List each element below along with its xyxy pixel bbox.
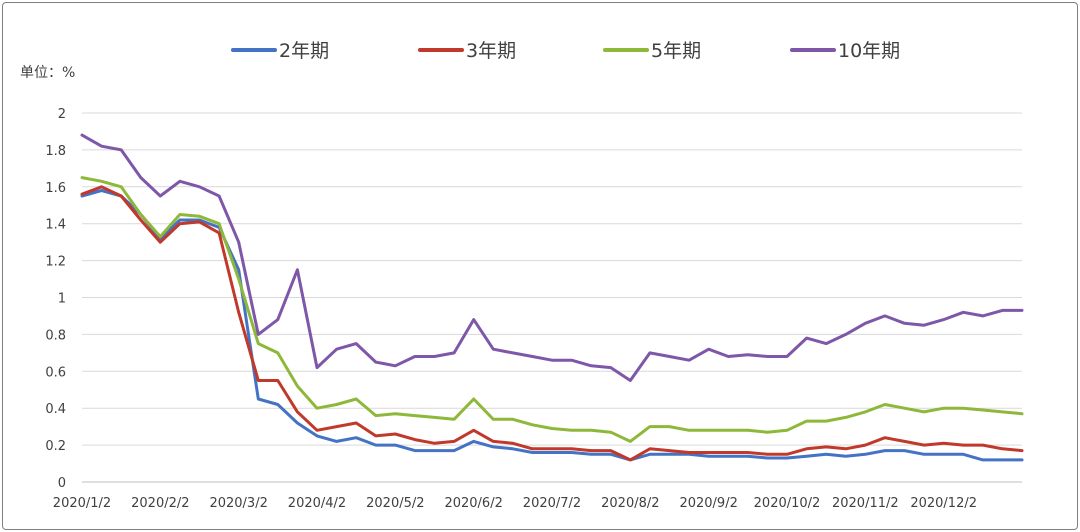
legend-label: 5年期	[651, 40, 701, 62]
series-lines	[80, 133, 1024, 462]
unit-label: 单位：%	[20, 65, 75, 81]
x-tick-label: 2020/9/2	[679, 496, 737, 511]
y-tick-label: 1.8	[45, 144, 66, 159]
x-tick-label: 2020/8/2	[601, 496, 659, 511]
legend-label: 2年期	[279, 40, 329, 62]
x-tick-label: 2020/1/2	[53, 496, 111, 511]
x-tick-label: 2020/4/2	[288, 496, 346, 511]
legend: 2年期 3年期 5年期 10年期	[231, 40, 900, 62]
x-tick-label: 2020/6/2	[444, 496, 502, 511]
x-tick-label: 2020/10/2	[754, 496, 821, 511]
y-tick-label: 1.6	[45, 181, 66, 196]
y-tick-label: 0	[58, 476, 66, 491]
y-tick-label: 2	[58, 107, 66, 122]
y-tick-label: 0.8	[45, 328, 66, 343]
series-line	[80, 176, 1024, 443]
series-line	[80, 185, 1024, 462]
y-axis-ticks: 0 0.2 0.4 0.6 0.8 1 1.2 1.4 1.6 1.8 2	[45, 107, 66, 491]
legend-label: 3年期	[466, 40, 516, 62]
y-tick-label: 0.6	[45, 365, 66, 380]
x-tick-label: 2020/12/2	[910, 496, 977, 511]
y-tick-label: 0.4	[45, 402, 66, 417]
x-tick-label: 2020/11/2	[832, 496, 899, 511]
x-tick-label: 2020/2/2	[131, 496, 189, 511]
gridlines	[82, 112, 1022, 483]
x-tick-label: 2020/7/2	[523, 496, 581, 511]
x-tick-label: 2020/5/2	[366, 496, 424, 511]
x-axis-ticks: 2020/1/2 2020/2/2 2020/3/2 2020/4/2 2020/5/2…	[53, 496, 977, 511]
y-tick-label: 1.4	[45, 218, 66, 233]
legend-label: 10年期	[838, 40, 900, 62]
y-tick-label: 0.2	[45, 439, 66, 454]
y-tick-label: 1	[58, 292, 66, 307]
series-line	[80, 133, 1024, 382]
y-tick-label: 1.2	[45, 255, 66, 270]
x-tick-label: 2020/3/2	[209, 496, 267, 511]
series-line	[80, 189, 1024, 462]
